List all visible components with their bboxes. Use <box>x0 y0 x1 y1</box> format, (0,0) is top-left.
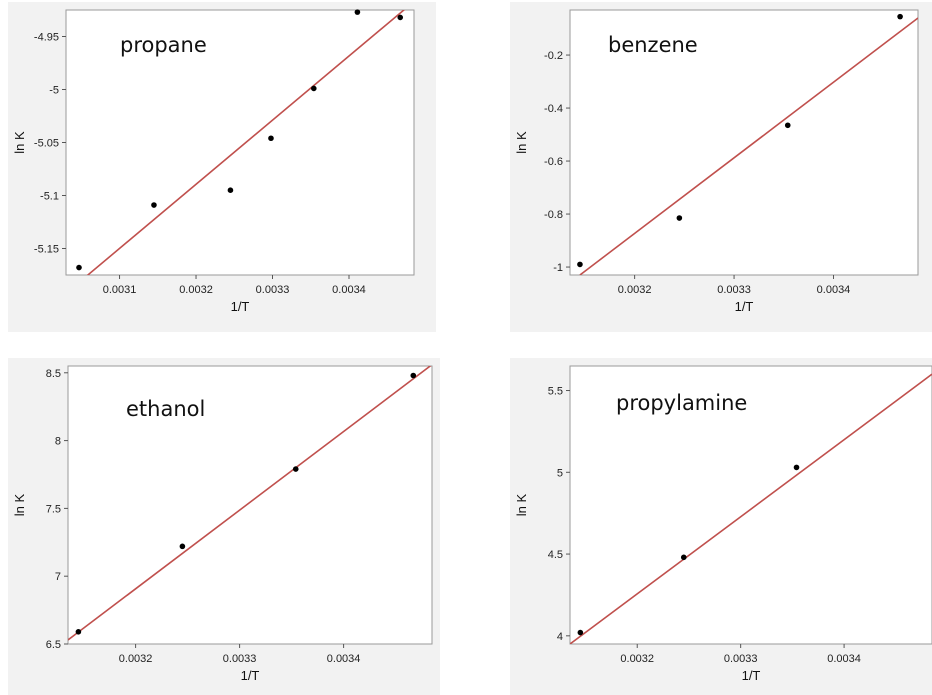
chart-1-xtick-label: 0.0034 <box>817 284 851 296</box>
chart-2-ytick-label: 6.5 <box>46 639 61 651</box>
chart-1-ytick-label: -0.6 <box>544 156 563 168</box>
chart-0-xtick-label: 0.0031 <box>103 284 137 296</box>
chart-svg-propane: -4.95 -5 -5.05 -5.1 -5.15 0.0031 0.0032 0.0033 0… <box>12 9 415 314</box>
chart-0-xtick-label: 0.0033 <box>256 284 290 296</box>
chart-1-xtick-label: 0.0033 <box>717 284 751 296</box>
chart-1-ytick-label: -1 <box>553 262 563 274</box>
chart-2-plot-area <box>67 365 433 645</box>
chart-0-ytick-label: -5.1 <box>40 191 59 203</box>
chart-0-y-axis-title: ln K <box>12 131 27 154</box>
chart-3-plot-area <box>569 365 932 645</box>
chart-1-title: benzene <box>608 33 698 57</box>
chart-3-y-axis-title: ln K <box>514 493 529 516</box>
chart-0-data-point <box>268 135 274 142</box>
chart-2-ytick-label: 7 <box>55 571 61 583</box>
chart-1-data-point <box>897 13 903 20</box>
chart-1-fit-line <box>579 17 918 275</box>
chart-2-fit-line <box>68 366 432 641</box>
chart-0-ytick-label: -5.15 <box>34 244 59 256</box>
chart-3-data-point <box>680 554 687 561</box>
chart-1-ytick-label: -0.2 <box>544 50 563 62</box>
chart-2-xtick-label: 0.0033 <box>223 653 257 665</box>
chart-0-title: propane <box>120 33 207 57</box>
chart-1-ytick-label: -0.8 <box>544 209 563 221</box>
chart-panel-propane: -4.95 -5 -5.05 -5.1 -5.15 0.0031 0.0032 0.0033 0… <box>8 2 436 332</box>
chart-3-title: propylamine <box>616 391 747 415</box>
chart-1-data-point <box>577 261 583 268</box>
chart-3-ytick-label: 5 <box>557 467 563 479</box>
chart-svg-benzene: -0.2 -0.4 -0.6 -0.8 -1 0.0032 0.0033 0.0034 1/T l… <box>514 9 919 314</box>
chart-1-data-point <box>784 122 791 129</box>
chart-2-y-axis-title: ln K <box>12 493 27 516</box>
chart-0-data-point <box>151 202 157 208</box>
chart-2-title: ethanol <box>126 397 205 421</box>
chart-3-xtick-label: 0.0032 <box>620 653 654 665</box>
chart-2-xtick-label: 0.0032 <box>119 653 153 665</box>
chart-1-plot-area <box>569 9 919 276</box>
chart-0-xtick-label: 0.0034 <box>332 284 366 296</box>
chart-1-y-axis-title: ln K <box>514 131 529 154</box>
chart-1-xtick-label: 0.0032 <box>618 284 652 296</box>
chart-3-ytick-label: 5.5 <box>548 386 563 398</box>
chart-1-data-point <box>676 215 683 221</box>
chart-2-ytick-label: 8.5 <box>46 368 61 380</box>
chart-0-x-axis-title: 1/T <box>231 299 250 314</box>
chart-0-ytick-label: -4.95 <box>34 32 59 44</box>
chart-2-xtick-label: 0.0034 <box>327 653 361 665</box>
chart-panel-propylamine: 5.5 5 4.5 4 0.0032 0.0033 0.0034 1/T ln K propyla… <box>510 358 932 695</box>
chart-3-xtick-label: 0.0034 <box>827 653 861 665</box>
chart-2-data-point <box>179 543 186 550</box>
chart-2-ytick-label: 7.5 <box>46 503 61 515</box>
chart-3-ytick-label: 4.5 <box>548 549 563 561</box>
chart-2-data-point <box>410 372 417 379</box>
chart-2-data-point <box>75 628 82 635</box>
chart-0-data-point <box>354 9 361 15</box>
chart-0-plot-area <box>65 9 415 276</box>
chart-0-ytick-label: -5 <box>49 85 59 97</box>
chart-2-ytick-label: 8 <box>55 436 61 448</box>
chart-0-data-point <box>76 264 82 271</box>
chart-3-ytick-label: 4 <box>557 631 563 643</box>
chart-0-data-point <box>397 14 404 21</box>
chart-3-xtick-label: 0.0033 <box>724 653 758 665</box>
chart-2-x-axis-title: 1/T <box>241 668 260 683</box>
chart-3-data-point <box>793 464 800 471</box>
chart-0-ytick-label: -5.05 <box>34 138 59 150</box>
chart-svg-propylamine: 5.5 5 4.5 4 0.0032 0.0033 0.0034 1/T ln K propyla… <box>514 365 932 683</box>
chart-3-fit-line <box>570 373 932 644</box>
chart-2-data-point <box>292 466 299 472</box>
chart-0-fit-line <box>86 10 406 275</box>
chart-0-data-point <box>311 85 317 92</box>
chart-1-x-axis-title: 1/T <box>735 299 754 314</box>
chart-0-xtick-label: 0.0032 <box>179 284 213 296</box>
chart-panel-benzene: -0.2 -0.4 -0.6 -0.8 -1 0.0032 0.0033 0.0034 1/T l… <box>510 2 932 332</box>
chart-0-data-point <box>227 187 234 193</box>
chart-1-ytick-label: -0.4 <box>544 103 563 115</box>
chart-panel-ethanol: 6.5 7 7.5 8 8.5 0.0032 0.0033 0.0034 1/T ln K etha… <box>8 358 440 695</box>
chart-3-data-point <box>577 629 584 636</box>
chart-3-x-axis-title: 1/T <box>742 668 761 683</box>
chart-svg-ethanol: 6.5 7 7.5 8 8.5 0.0032 0.0033 0.0034 1/T ln K etha… <box>12 365 433 683</box>
